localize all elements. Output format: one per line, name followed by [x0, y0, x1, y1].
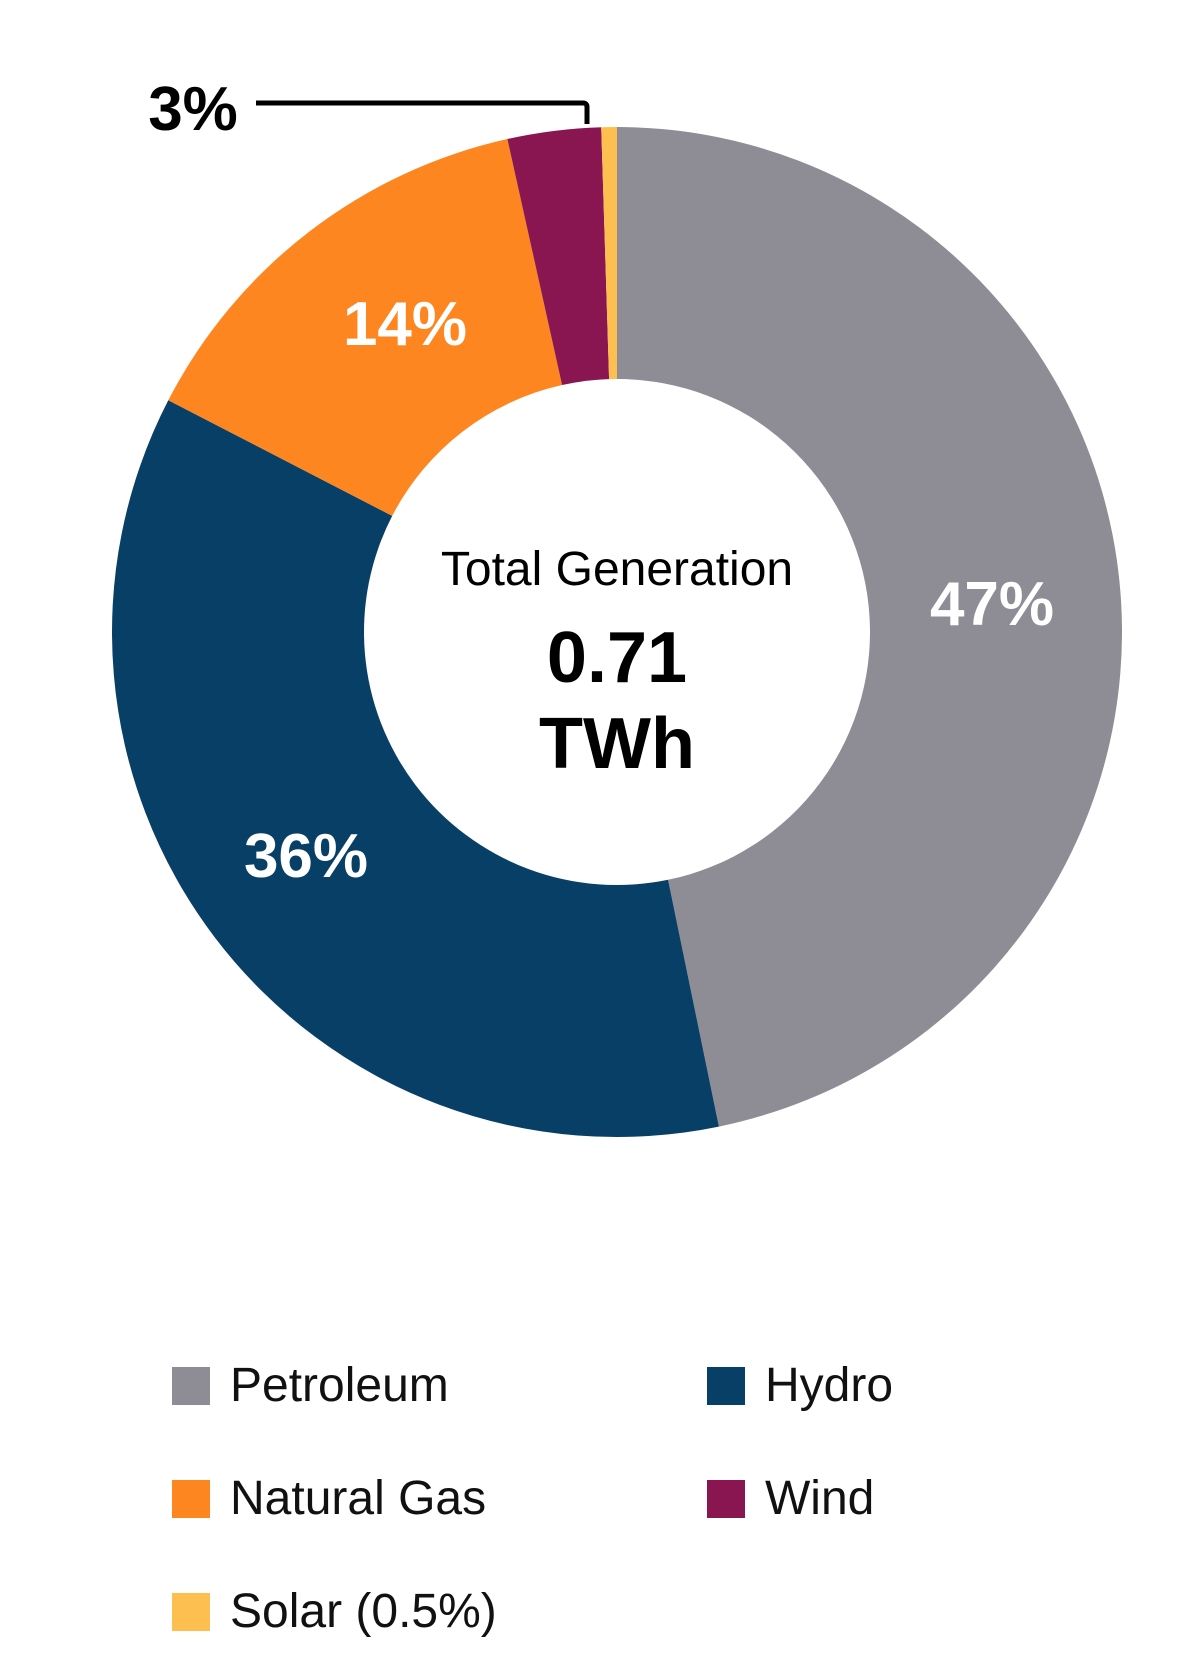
- label-wind: 3%: [148, 75, 238, 144]
- legend-item-solar: Solar (0.5%): [172, 1584, 497, 1639]
- legend-label: Petroleum: [230, 1359, 449, 1412]
- legend-item-natural-gas: Natural Gas: [172, 1471, 486, 1526]
- center-title: Total Generation: [441, 543, 793, 596]
- legend-label: Natural Gas: [230, 1472, 487, 1525]
- legend-swatch: [707, 1479, 745, 1518]
- slice-wind: [507, 127, 610, 386]
- legend-swatch: [172, 1592, 210, 1631]
- legend-swatch: [172, 1479, 210, 1518]
- label-hydro: 36%: [244, 822, 368, 891]
- legend-label: Hydro: [765, 1359, 894, 1412]
- slice-petroleum: [617, 127, 1123, 1127]
- slice-natural-gas: [168, 139, 563, 516]
- label-natural-gas: 14%: [343, 290, 467, 359]
- center-unit: TWh: [539, 704, 695, 784]
- center-value: 0.71: [547, 618, 687, 698]
- label-petroleum: 47%: [930, 570, 1054, 639]
- slice-hydro: [111, 400, 719, 1138]
- legend-item-wind: Wind: [707, 1471, 874, 1526]
- legend-swatch: [172, 1366, 210, 1405]
- legend-item-petroleum: Petroleum: [172, 1358, 449, 1413]
- legend-swatch: [707, 1366, 745, 1405]
- slice-solar: [601, 127, 617, 380]
- legend-label: Solar (0.5%): [230, 1585, 497, 1638]
- legend-label: Wind: [765, 1472, 875, 1525]
- wind-leader-line: [256, 100, 590, 124]
- legend-item-hydro: Hydro: [707, 1358, 893, 1413]
